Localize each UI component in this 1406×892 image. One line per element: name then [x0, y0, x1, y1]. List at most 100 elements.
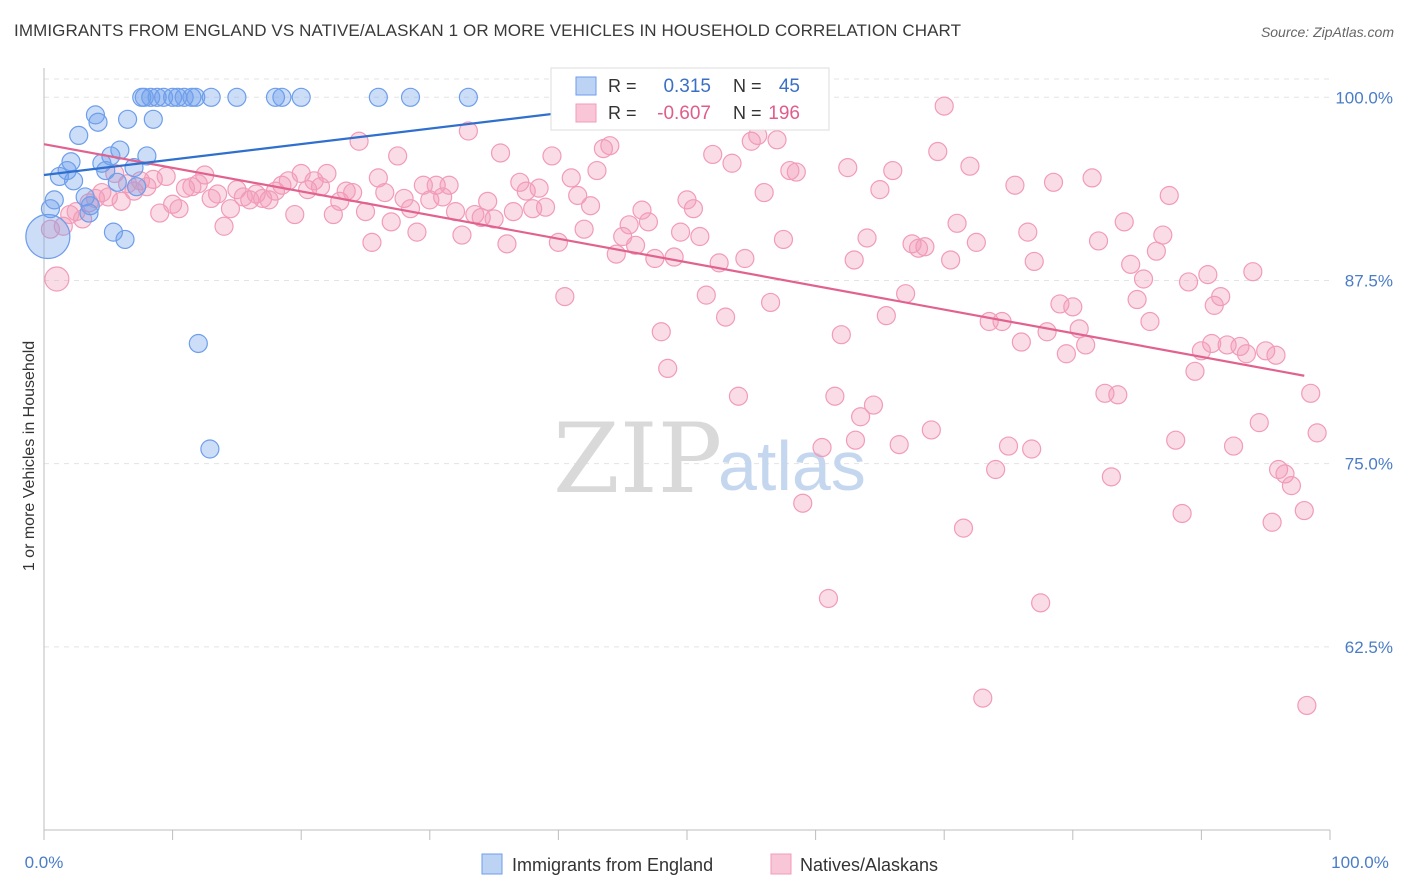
point-immigrants-england: [63, 171, 84, 191]
point-natives-alaskans: [1166, 430, 1186, 450]
point-natives-alaskans: [831, 325, 851, 345]
point-natives-alaskans: [1005, 175, 1025, 195]
point-immigrants-england: [85, 105, 106, 125]
point-natives-alaskans: [1256, 341, 1276, 361]
stats-n-value-pink: 196: [768, 103, 800, 124]
point-natives-alaskans: [870, 180, 890, 200]
y-tick-label: 87.5%: [1345, 271, 1393, 290]
point-natives-alaskans: [658, 358, 678, 379]
point-natives-alaskans: [908, 238, 929, 258]
point-natives-alaskans: [1223, 436, 1244, 456]
point-natives-alaskans: [1127, 289, 1147, 310]
legend-swatch-natives-alaskans: [770, 853, 792, 875]
point-natives-alaskans: [1146, 241, 1166, 261]
point-natives-alaskans: [1172, 503, 1192, 524]
point-natives-alaskans: [503, 202, 523, 222]
point-natives-alaskans: [580, 196, 601, 216]
point-natives-alaskans: [490, 143, 511, 163]
point-natives-alaskans: [394, 188, 414, 209]
x-tick-label-min: 0.0%: [25, 853, 64, 872]
point-immigrants-england: [200, 439, 220, 459]
point-natives-alaskans: [863, 395, 884, 415]
point-natives-alaskans: [1153, 225, 1173, 245]
point-natives-alaskans: [548, 232, 569, 252]
point-natives-alaskans: [1056, 344, 1076, 364]
point-natives-alaskans: [214, 216, 234, 236]
point-natives-alaskans: [1297, 695, 1317, 716]
stats-legend-box: [550, 67, 830, 131]
point-natives-alaskans: [1114, 212, 1134, 232]
point-natives-alaskans: [960, 156, 980, 176]
point-immigrants-england: [61, 152, 81, 172]
point-natives-alaskans: [896, 284, 916, 304]
point-natives-alaskans: [1262, 512, 1282, 532]
point-natives-alaskans: [735, 248, 755, 269]
point-natives-alaskans: [845, 430, 866, 450]
point-natives-alaskans: [973, 688, 993, 708]
point-natives-alaskans: [986, 459, 1006, 480]
point-immigrants-england: [115, 229, 135, 250]
point-natives-alaskans: [1202, 333, 1222, 354]
point-natives-alaskans: [838, 158, 858, 178]
point-natives-alaskans: [934, 96, 954, 116]
series-legend: Immigrants from England Natives/Alaskans: [481, 853, 938, 875]
point-immigrants-england: [79, 203, 99, 223]
point-natives-alaskans: [478, 191, 498, 211]
point-immigrants-england: [126, 177, 147, 197]
point-immigrants-england: [227, 87, 247, 107]
point-immigrants-england: [272, 87, 292, 107]
y-tick-labels: 62.5% 75.0% 87.5% 100.0%: [1335, 88, 1393, 657]
point-natives-alaskans: [433, 187, 453, 207]
point-natives-alaskans: [1266, 345, 1286, 365]
point-natives-alaskans: [921, 420, 941, 440]
point-natives-alaskans: [793, 493, 813, 513]
point-natives-alaskans: [156, 166, 176, 187]
point-natives-alaskans: [1275, 464, 1295, 484]
point-natives-alaskans: [1063, 297, 1083, 317]
point-natives-alaskans: [941, 250, 961, 270]
point-immigrants-england: [291, 87, 311, 107]
stats-r-label-blue: R =: [608, 76, 637, 96]
point-immigrants-england: [69, 125, 89, 146]
series-natives-alaskans: [40, 96, 1327, 716]
point-immigrants-england: [265, 87, 286, 107]
point-immigrants-england: [25, 213, 71, 260]
point-natives-alaskans: [587, 160, 607, 181]
stats-r-value-blue: 0.315: [663, 76, 711, 97]
point-immigrants-england: [163, 87, 183, 107]
point-natives-alaskans: [497, 234, 517, 254]
point-immigrants-england: [458, 87, 478, 107]
point-natives-alaskans: [754, 182, 774, 203]
point-immigrants-england: [143, 109, 163, 129]
point-natives-alaskans: [857, 228, 877, 248]
point-immigrants-england: [107, 172, 127, 192]
point-natives-alaskans: [169, 199, 189, 219]
point-immigrants-england: [174, 87, 194, 107]
watermark-atlas: atlas: [718, 427, 866, 505]
point-natives-alaskans: [400, 199, 421, 219]
point-immigrants-england: [137, 146, 157, 166]
point-natives-alaskans: [220, 199, 241, 219]
point-natives-alaskans: [651, 322, 671, 342]
point-natives-alaskans: [1082, 168, 1102, 188]
point-natives-alaskans: [619, 215, 639, 235]
point-natives-alaskans: [722, 153, 742, 173]
point-immigrants-england: [188, 333, 208, 354]
y-axis-label: 1 or more Vehicles in Household: [21, 341, 38, 571]
point-natives-alaskans: [876, 306, 896, 326]
point-natives-alaskans: [561, 168, 581, 188]
point-immigrants-england: [117, 109, 138, 129]
point-natives-alaskans: [812, 437, 832, 458]
y-tick-label: 75.0%: [1345, 455, 1393, 474]
legend-swatch-immigrants-england: [481, 853, 503, 875]
point-natives-alaskans: [574, 219, 594, 239]
point-natives-alaskans: [1140, 311, 1160, 332]
point-natives-alaskans: [703, 144, 723, 165]
point-immigrants-england: [400, 87, 421, 107]
point-natives-alaskans: [1249, 413, 1269, 433]
point-natives-alaskans: [439, 175, 459, 195]
point-natives-alaskans: [1301, 383, 1321, 403]
point-natives-alaskans: [375, 182, 395, 203]
point-natives-alaskans: [818, 588, 839, 609]
